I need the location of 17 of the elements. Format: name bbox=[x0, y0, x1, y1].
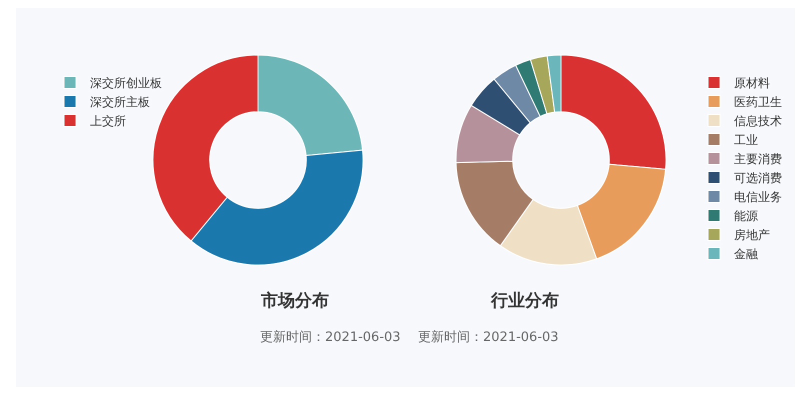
text: 更新时间：2021-06-03 bbox=[260, 330, 401, 345]
legend-label: 医药卫生 bbox=[734, 95, 782, 110]
text: 市场分布 bbox=[260, 291, 329, 311]
legend-label: 原材料 bbox=[734, 76, 770, 90]
legend-label: 可选消费 bbox=[734, 171, 782, 186]
legend-label: 深交所主板 bbox=[90, 95, 150, 110]
legend-label: 工业 bbox=[734, 133, 758, 148]
legend-label: 主要消费 bbox=[734, 152, 782, 166]
text: 行业分布 bbox=[490, 291, 559, 311]
legend-label: 信息技术 bbox=[734, 114, 782, 128]
legend-label: 上交所 bbox=[90, 114, 126, 128]
text: 更新时间：2021-06-03 bbox=[418, 330, 559, 345]
legend-label: 金融 bbox=[734, 247, 758, 262]
legend-label: 深交所创业板 bbox=[90, 76, 162, 90]
legend-label: 房地产 bbox=[734, 228, 770, 242]
legend-label: 能源 bbox=[734, 209, 758, 224]
legend-label: 电信业务 bbox=[734, 190, 782, 204]
